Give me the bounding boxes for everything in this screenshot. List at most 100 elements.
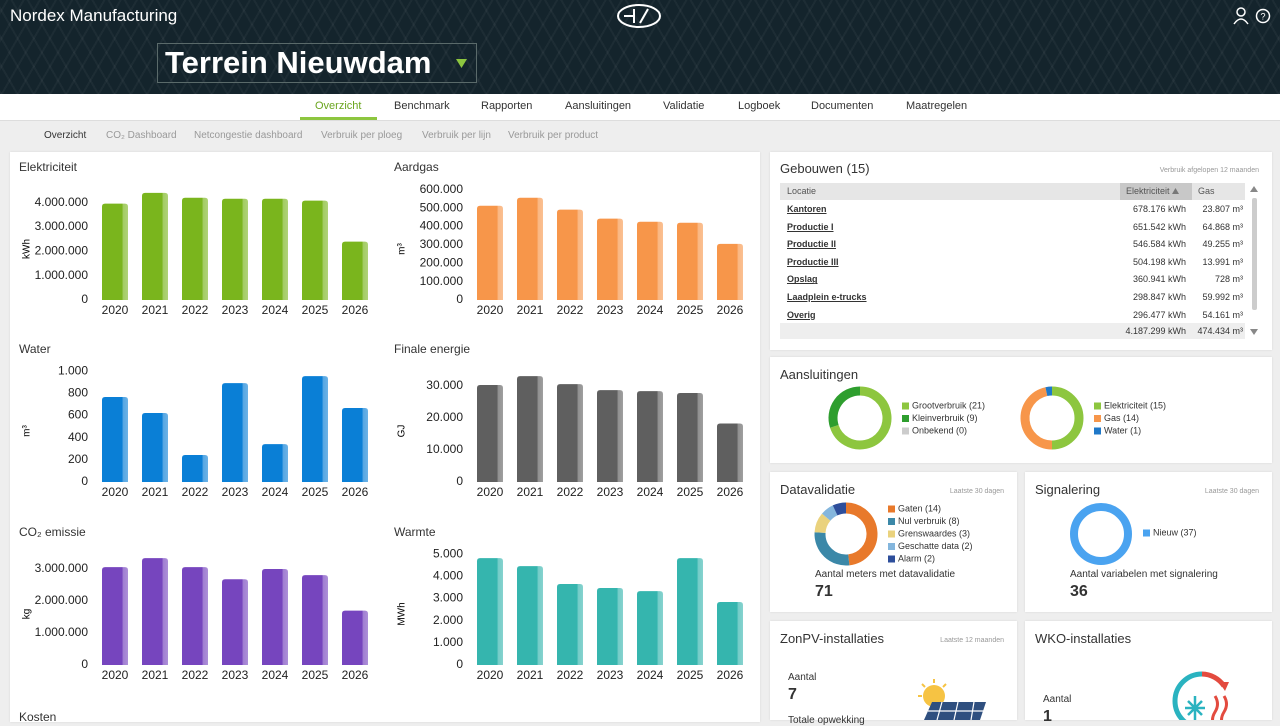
sub-nav-tab[interactable]: Netcongestie dashboard: [194, 130, 303, 141]
row-link[interactable]: Overig: [787, 309, 816, 320]
nav-tab[interactable]: Aansluitingen: [565, 100, 632, 112]
panel-note: Laatste 30 dagen: [949, 488, 1004, 495]
nav-tab[interactable]: Rapporten: [481, 100, 533, 112]
chart-title: Finale energie: [394, 342, 470, 356]
panel-title: Signalering: [1035, 482, 1101, 497]
cell: 728 m³: [1214, 274, 1243, 285]
wko-icon: [1172, 671, 1229, 720]
column-header[interactable]: Elektriciteit: [1126, 186, 1170, 196]
bar: [557, 209, 583, 300]
legend-label: Alarm (2): [898, 553, 935, 563]
bar: [517, 566, 543, 665]
x-tick-label: 2023: [222, 303, 249, 317]
y-tick-label: 4.000.000: [35, 195, 89, 209]
column-header[interactable]: Locatie: [787, 186, 817, 196]
aansluitingen-panel: Aansluitingen Grootverbruik (21) Kleinver…: [770, 357, 1272, 463]
bar: [477, 205, 503, 300]
legend-label: Nieuw (37): [1153, 527, 1197, 537]
user-icons[interactable]: ?: [1232, 6, 1274, 26]
x-tick-label: 2022: [557, 303, 584, 317]
legend-label: Gaten (14): [898, 503, 941, 513]
panel-title: Gebouwen (15): [780, 161, 870, 176]
bar: [677, 222, 703, 300]
nav-tab[interactable]: Benchmark: [394, 100, 450, 112]
x-tick-label: 2025: [677, 668, 704, 682]
nav-tab[interactable]: Validatie: [663, 100, 705, 112]
donut-segment: [1051, 386, 1084, 450]
x-tick-label: 2022: [182, 303, 209, 317]
bar: [102, 203, 128, 300]
total-row: [780, 323, 1245, 339]
y-tick-label: 1.000.000: [35, 268, 89, 282]
bar: [597, 588, 623, 665]
x-tick-label: 2024: [637, 668, 664, 682]
bar: [637, 391, 663, 482]
row-link[interactable]: Opslag: [787, 274, 818, 285]
column-header[interactable]: Gas: [1198, 186, 1215, 196]
row-link[interactable]: Kantoren: [787, 204, 827, 214]
nav-tab[interactable]: Overzicht: [315, 100, 362, 112]
nav-tab[interactable]: Documenten: [811, 100, 874, 112]
sub-nav-tab[interactable]: Overzicht: [44, 130, 87, 141]
donut-segment: [845, 502, 878, 566]
row-link[interactable]: Laadplein e-trucks: [787, 292, 867, 302]
panel-title: ZonPV-installaties: [780, 631, 885, 646]
legend-label: Gas (14): [1104, 413, 1139, 423]
count: 71: [815, 583, 833, 600]
x-tick-label: 2025: [302, 668, 329, 682]
charts-panel: Kosten: [10, 152, 760, 724]
cell: 678.176 kWh: [1132, 204, 1186, 214]
solar-icon: [918, 679, 986, 720]
row-link[interactable]: Productie II: [787, 239, 837, 250]
x-tick-label: 2023: [597, 485, 624, 499]
bar: [142, 558, 168, 665]
site-selector[interactable]: Terrein Nieuwdam: [157, 43, 477, 83]
y-tick-label: 3.000: [433, 591, 463, 605]
sort-icon[interactable]: [1172, 188, 1180, 195]
donut-chart: Gaten (14) Nul verbruik (8) Grenswaardes (…: [814, 502, 973, 566]
sub-nav-tab[interactable]: Verbruik per lijn: [422, 130, 491, 141]
count: 7: [788, 686, 797, 703]
nav-tab[interactable]: Logboek: [738, 100, 781, 112]
x-tick-label: 2023: [222, 668, 249, 682]
bar-chart: Aardgas m³ 0 100.000 200.000 300.000 400.000 50…: [394, 160, 744, 317]
label: Aantal: [788, 672, 817, 683]
legend-swatch: [1094, 402, 1101, 410]
legend-swatch: [1094, 415, 1101, 422]
scrollbar[interactable]: [1252, 198, 1257, 310]
sub-nav-tab[interactable]: Verbruik per product: [508, 130, 599, 141]
sub-nav-tab[interactable]: Verbruik per ploeg: [321, 130, 403, 141]
bar: [222, 579, 248, 665]
x-tick-label: 2023: [222, 485, 249, 499]
row-link[interactable]: Productie III: [787, 256, 839, 267]
bar: [302, 200, 328, 300]
y-tick-label: 200.000: [420, 255, 464, 269]
bar: [677, 393, 703, 482]
y-tick-label: 0: [456, 657, 463, 671]
legend-label: Water (1): [1104, 425, 1141, 435]
donut-segment: [1070, 503, 1132, 565]
x-tick-label: 2021: [517, 485, 544, 499]
svg-text:?: ?: [1260, 11, 1265, 21]
sub-nav-tab[interactable]: CO₂ Dashboard: [106, 130, 177, 141]
x-tick-label: 2021: [142, 303, 169, 317]
row-link[interactable]: Productie I: [787, 221, 834, 232]
bar: [302, 575, 328, 665]
cell: 54.161 m³: [1202, 309, 1243, 320]
cell: 546.584 kWh: [1132, 239, 1186, 250]
y-tick-label: 400: [68, 430, 88, 444]
bar: [597, 218, 623, 300]
x-tick-label: 2020: [102, 485, 129, 499]
y-tick-label: 1.000.000: [35, 625, 89, 639]
bar: [142, 413, 168, 482]
y-tick-label: 3.000.000: [35, 219, 89, 233]
scroll-arrows[interactable]: [1249, 185, 1260, 337]
x-tick-label: 2025: [302, 485, 329, 499]
donut-segment: [830, 386, 892, 450]
y-tick-label: 1.000: [433, 635, 463, 649]
nav-tab[interactable]: Maatregelen: [906, 100, 968, 112]
x-tick-label: 2025: [677, 485, 704, 499]
x-tick-label: 2026: [717, 485, 744, 499]
x-tick-label: 2022: [182, 668, 209, 682]
legend-swatch: [902, 402, 909, 410]
